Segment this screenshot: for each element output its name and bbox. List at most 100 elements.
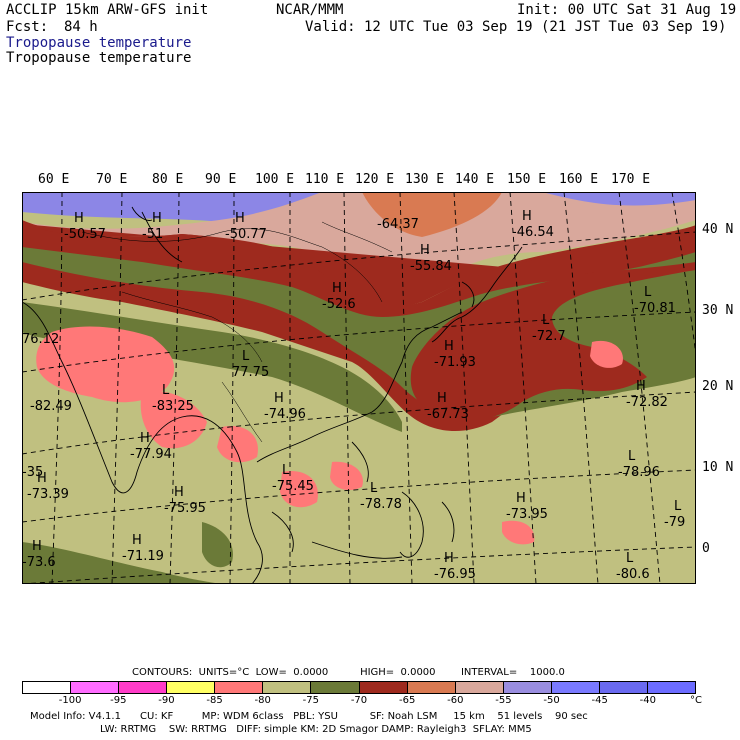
color-scale-tick-label: -95 (110, 695, 127, 706)
pressure-value-label: -50.57 (64, 227, 106, 242)
latitude-label: 40 N (702, 222, 734, 237)
fcst-value: 84 h (64, 19, 98, 35)
color-scale-tick-label: -90 (158, 695, 175, 706)
low-marker: L (644, 285, 652, 300)
pressure-value-label: -55.84 (410, 259, 452, 274)
pressure-value-label: -73.39 (27, 487, 69, 502)
cold-patch-pacific (502, 520, 535, 545)
color-scale-segment (119, 682, 168, 693)
pressure-value-label: -71.93 (434, 355, 476, 370)
low-marker: L (282, 463, 290, 478)
color-scale-tick-label: -60 (447, 695, 464, 706)
high-marker: H (74, 211, 84, 226)
low-marker: L (370, 481, 378, 496)
pressure-value-label: -78.78 (360, 497, 402, 512)
model-info-line2: LW: RRTMG SW: RRTMG DIFF: simple KM: 2D … (100, 724, 532, 735)
pressure-value-label: -73.6 (22, 555, 56, 570)
longitude-label: 80 E (152, 172, 184, 187)
valid-time: Valid: 12 UTC Tue 03 Sep 19 (21 JST Tue … (305, 19, 727, 35)
high-marker: H (32, 539, 42, 554)
color-scale-tick-label: -70 (350, 695, 368, 706)
pressure-value-label: -71.19 (122, 549, 164, 564)
color-scale-segment (599, 682, 649, 693)
high-marker: H (132, 533, 142, 548)
longitude-label: 100 E (255, 172, 295, 187)
jet-west (22, 224, 302, 262)
color-scale-segment (407, 682, 456, 693)
olive-south-mid (202, 522, 233, 568)
olive-south-west (22, 542, 222, 584)
high-marker: H (152, 211, 162, 226)
pressure-value-label: -76.95 (434, 567, 476, 582)
pressure-value-label: -72.82 (626, 395, 668, 410)
color-scale-segment (71, 682, 120, 693)
tropopause-temperature-map: H-50.57H-51H-50.77-64.37H-46.54H-55.84H-… (22, 192, 696, 584)
high-marker: H (37, 471, 47, 486)
low-marker: L (542, 313, 550, 328)
high-marker: H (437, 391, 447, 406)
color-scale-segment (359, 682, 408, 693)
pressure-value-label: -51 (142, 227, 163, 242)
pressure-value-label: -83.25 (152, 399, 194, 414)
color-scale-segment (503, 682, 552, 693)
pressure-value-label: -82.49 (30, 399, 72, 414)
latitude-label: 10 N (702, 460, 734, 475)
high-marker: H (516, 491, 526, 506)
pressure-value-label: -72.7 (532, 329, 566, 344)
high-marker: H (522, 209, 532, 224)
band-minus60 (362, 192, 502, 237)
longitude-label: 170 E (611, 172, 651, 187)
low-marker: L (162, 383, 170, 398)
pressure-value-label: -64.37 (377, 217, 419, 232)
color-scale-bar (22, 681, 696, 694)
jet-core (22, 224, 696, 422)
longitude-label: 110 E (305, 172, 345, 187)
low-marker: L (674, 499, 682, 514)
high-marker: H (235, 211, 245, 226)
pressure-value-label: 77.75 (232, 365, 269, 380)
color-scale-segment (551, 682, 600, 693)
pressure-value-label: -80.6 (616, 567, 650, 582)
longitude-label: 160 E (559, 172, 599, 187)
high-marker: H (174, 485, 184, 500)
color-scale-tick-label: -75 (302, 695, 320, 706)
color-scale-segment (263, 682, 312, 693)
field-title-blue: Tropopause temperature (6, 35, 192, 51)
color-scale-segment (23, 682, 72, 693)
cold-patch-indochina (217, 426, 258, 463)
model-title: ACCLIP 15km ARW-GFS init (6, 2, 209, 18)
color-scale-segment (455, 682, 504, 693)
color-scale-segment (648, 682, 696, 693)
pressure-value-label: -52.6 (322, 297, 356, 312)
color-scale-tick-label: -100 (58, 695, 82, 706)
color-scale-tick-label: -65 (398, 695, 416, 706)
high-marker: H (444, 551, 454, 566)
pressure-value-label: -35 (22, 465, 43, 480)
coastlines (22, 206, 523, 584)
high-marker: H (332, 281, 342, 296)
longitude-label: 60 E (38, 172, 70, 187)
pressure-value-label: -77.94 (130, 447, 172, 462)
pressure-value-label: -79 (664, 515, 685, 530)
color-scale-tick-label: -40 (639, 695, 657, 706)
longitude-label: 120 E (355, 172, 395, 187)
pressure-value-label: -46.54 (512, 225, 554, 240)
low-marker: L (628, 449, 636, 464)
init-time: Init: 00 UTC Sat 31 Aug 19 (517, 2, 737, 18)
org-label: NCAR/MMM (276, 2, 344, 18)
high-marker: H (636, 379, 646, 394)
pressure-value-label: -67.73 (427, 407, 469, 422)
color-scale-tick-label: -80 (254, 695, 271, 706)
high-marker: H (444, 339, 454, 354)
cold-patch-india (36, 326, 175, 403)
pressure-value-label: -50.77 (225, 227, 267, 242)
cold-patch-scs2 (330, 461, 363, 491)
fcst-label: Fcst: (6, 19, 49, 35)
cold-patch-scs (280, 471, 318, 508)
longitude-label: 130 E (405, 172, 445, 187)
color-scale-segment (167, 682, 216, 693)
pressure-value-label: -74.96 (264, 407, 306, 422)
band-minus55 (22, 192, 696, 292)
contours-info: CONTOURS: UNITS=°C LOW= 0.0000 HIGH= 0.0… (132, 667, 565, 678)
color-scale-segment (311, 682, 360, 693)
